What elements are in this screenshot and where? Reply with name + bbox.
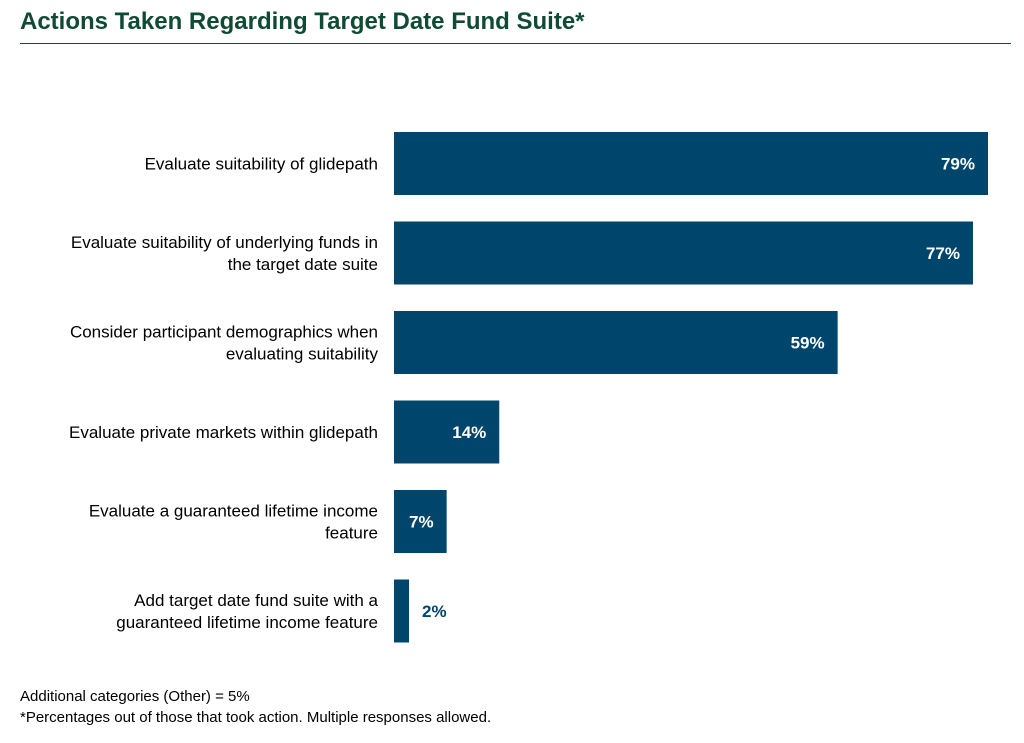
- bar-4: [394, 490, 447, 553]
- category-label-line: Consider participant demographics when: [70, 323, 378, 342]
- category-label-line: the target date suite: [228, 255, 378, 274]
- category-label-line: Evaluate a guaranteed lifetime income: [89, 502, 378, 521]
- category-label-2: Consider participant demographics when ev…: [70, 323, 379, 364]
- category-label-4: Evaluate a guaranteed lifetime income fea…: [89, 502, 378, 543]
- chart-title: Actions Taken Regarding Target Date Fund…: [20, 8, 585, 35]
- data-label-2: 59%: [791, 334, 825, 353]
- category-label-0: Evaluate suitability of glidepath: [145, 155, 378, 174]
- category-label-line: Evaluate suitability of underlying funds…: [71, 233, 378, 252]
- category-label-3: Evaluate private markets within glidepat…: [69, 423, 378, 442]
- category-label-5: Add target date fund suite with a guarant…: [116, 591, 378, 632]
- data-label-4: 7%: [409, 513, 434, 532]
- data-label-1: 77%: [926, 244, 960, 263]
- footnotes: Additional categories (Other) = 5% *Perc…: [20, 686, 491, 728]
- category-label-line: Evaluate suitability of glidepath: [145, 155, 378, 174]
- bar-0: [394, 132, 988, 195]
- category-label-line: guaranteed lifetime income feature: [116, 613, 378, 632]
- category-label-line: evaluating suitability: [226, 345, 379, 364]
- data-label-5: 2%: [422, 602, 447, 621]
- bar-5: [394, 579, 410, 643]
- category-label-line: Add target date fund suite with a: [134, 591, 378, 610]
- bar-2: [394, 311, 838, 374]
- category-label-line: Evaluate private markets within glidepat…: [69, 423, 378, 442]
- data-label-0: 79%: [941, 155, 975, 174]
- bar-chart: 79% Evaluate suitability of glidepath 77% E…: [69, 132, 988, 643]
- category-label-1: Evaluate suitability of underlying funds…: [71, 233, 378, 274]
- bar-1: [394, 221, 973, 285]
- data-label-3: 14%: [452, 423, 486, 442]
- category-label-line: feature: [325, 524, 378, 543]
- footnote-note: *Percentages out of those that took acti…: [20, 709, 492, 726]
- title-divider: [20, 43, 1011, 44]
- bar-3: [394, 400, 500, 464]
- footnote-other: Additional categories (Other) = 5%: [20, 688, 250, 705]
